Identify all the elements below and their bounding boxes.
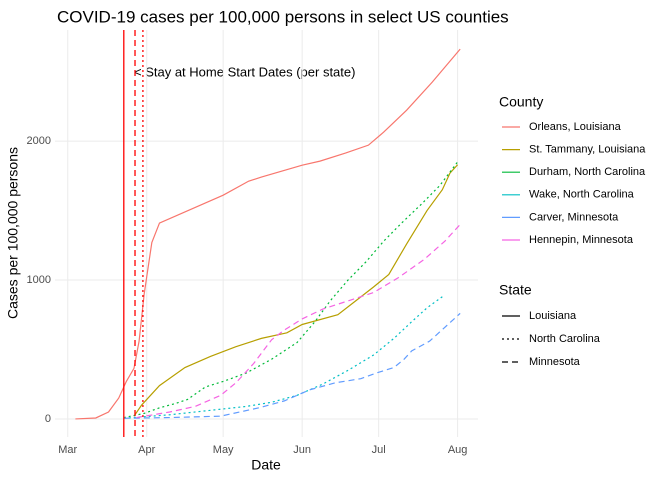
series-line — [123, 312, 461, 419]
y-axis-title: Cases per 100,000 persons — [5, 147, 21, 319]
legend-label: Minnesota — [529, 356, 581, 368]
linetype-legend-title: State — [499, 282, 532, 298]
y-tick-label: 0 — [45, 413, 51, 425]
legend-label: Carver, Minnesota — [529, 211, 619, 223]
series-line — [75, 48, 461, 420]
x-tick-label: Jul — [372, 444, 386, 456]
chart-title: COVID-19 cases per 100,000 persons in se… — [57, 7, 509, 26]
x-tick-label: Jun — [293, 444, 311, 456]
legend-label: North Carolina — [529, 333, 601, 345]
legend-label: Durham, North Carolina — [529, 166, 646, 178]
plot-area — [55, 30, 478, 437]
legend-title: County — [499, 94, 543, 110]
legend-label: St. Tammany, Louisiana — [529, 144, 646, 156]
legend-label: Orleans, Louisiana — [529, 121, 622, 133]
y-tick-label: 2000 — [27, 135, 51, 147]
x-axis-title: Date — [251, 457, 281, 473]
y-tick-label: 1000 — [27, 274, 51, 286]
x-tick-label: Mar — [58, 444, 77, 456]
legend-label: Wake, North Carolina — [529, 189, 635, 201]
x-tick-label: May — [213, 444, 234, 456]
annotation: < Stay at Home Start Dates (per state) — [134, 64, 355, 79]
series-line — [123, 296, 443, 419]
x-tick-label: Apr — [138, 444, 155, 456]
series-line — [136, 224, 461, 419]
legend-label: Hennepin, Minnesota — [529, 234, 634, 246]
series-line — [123, 161, 459, 419]
legend-label: Louisiana — [529, 310, 577, 322]
series-line — [133, 164, 459, 417]
x-tick-label: Aug — [448, 444, 468, 456]
